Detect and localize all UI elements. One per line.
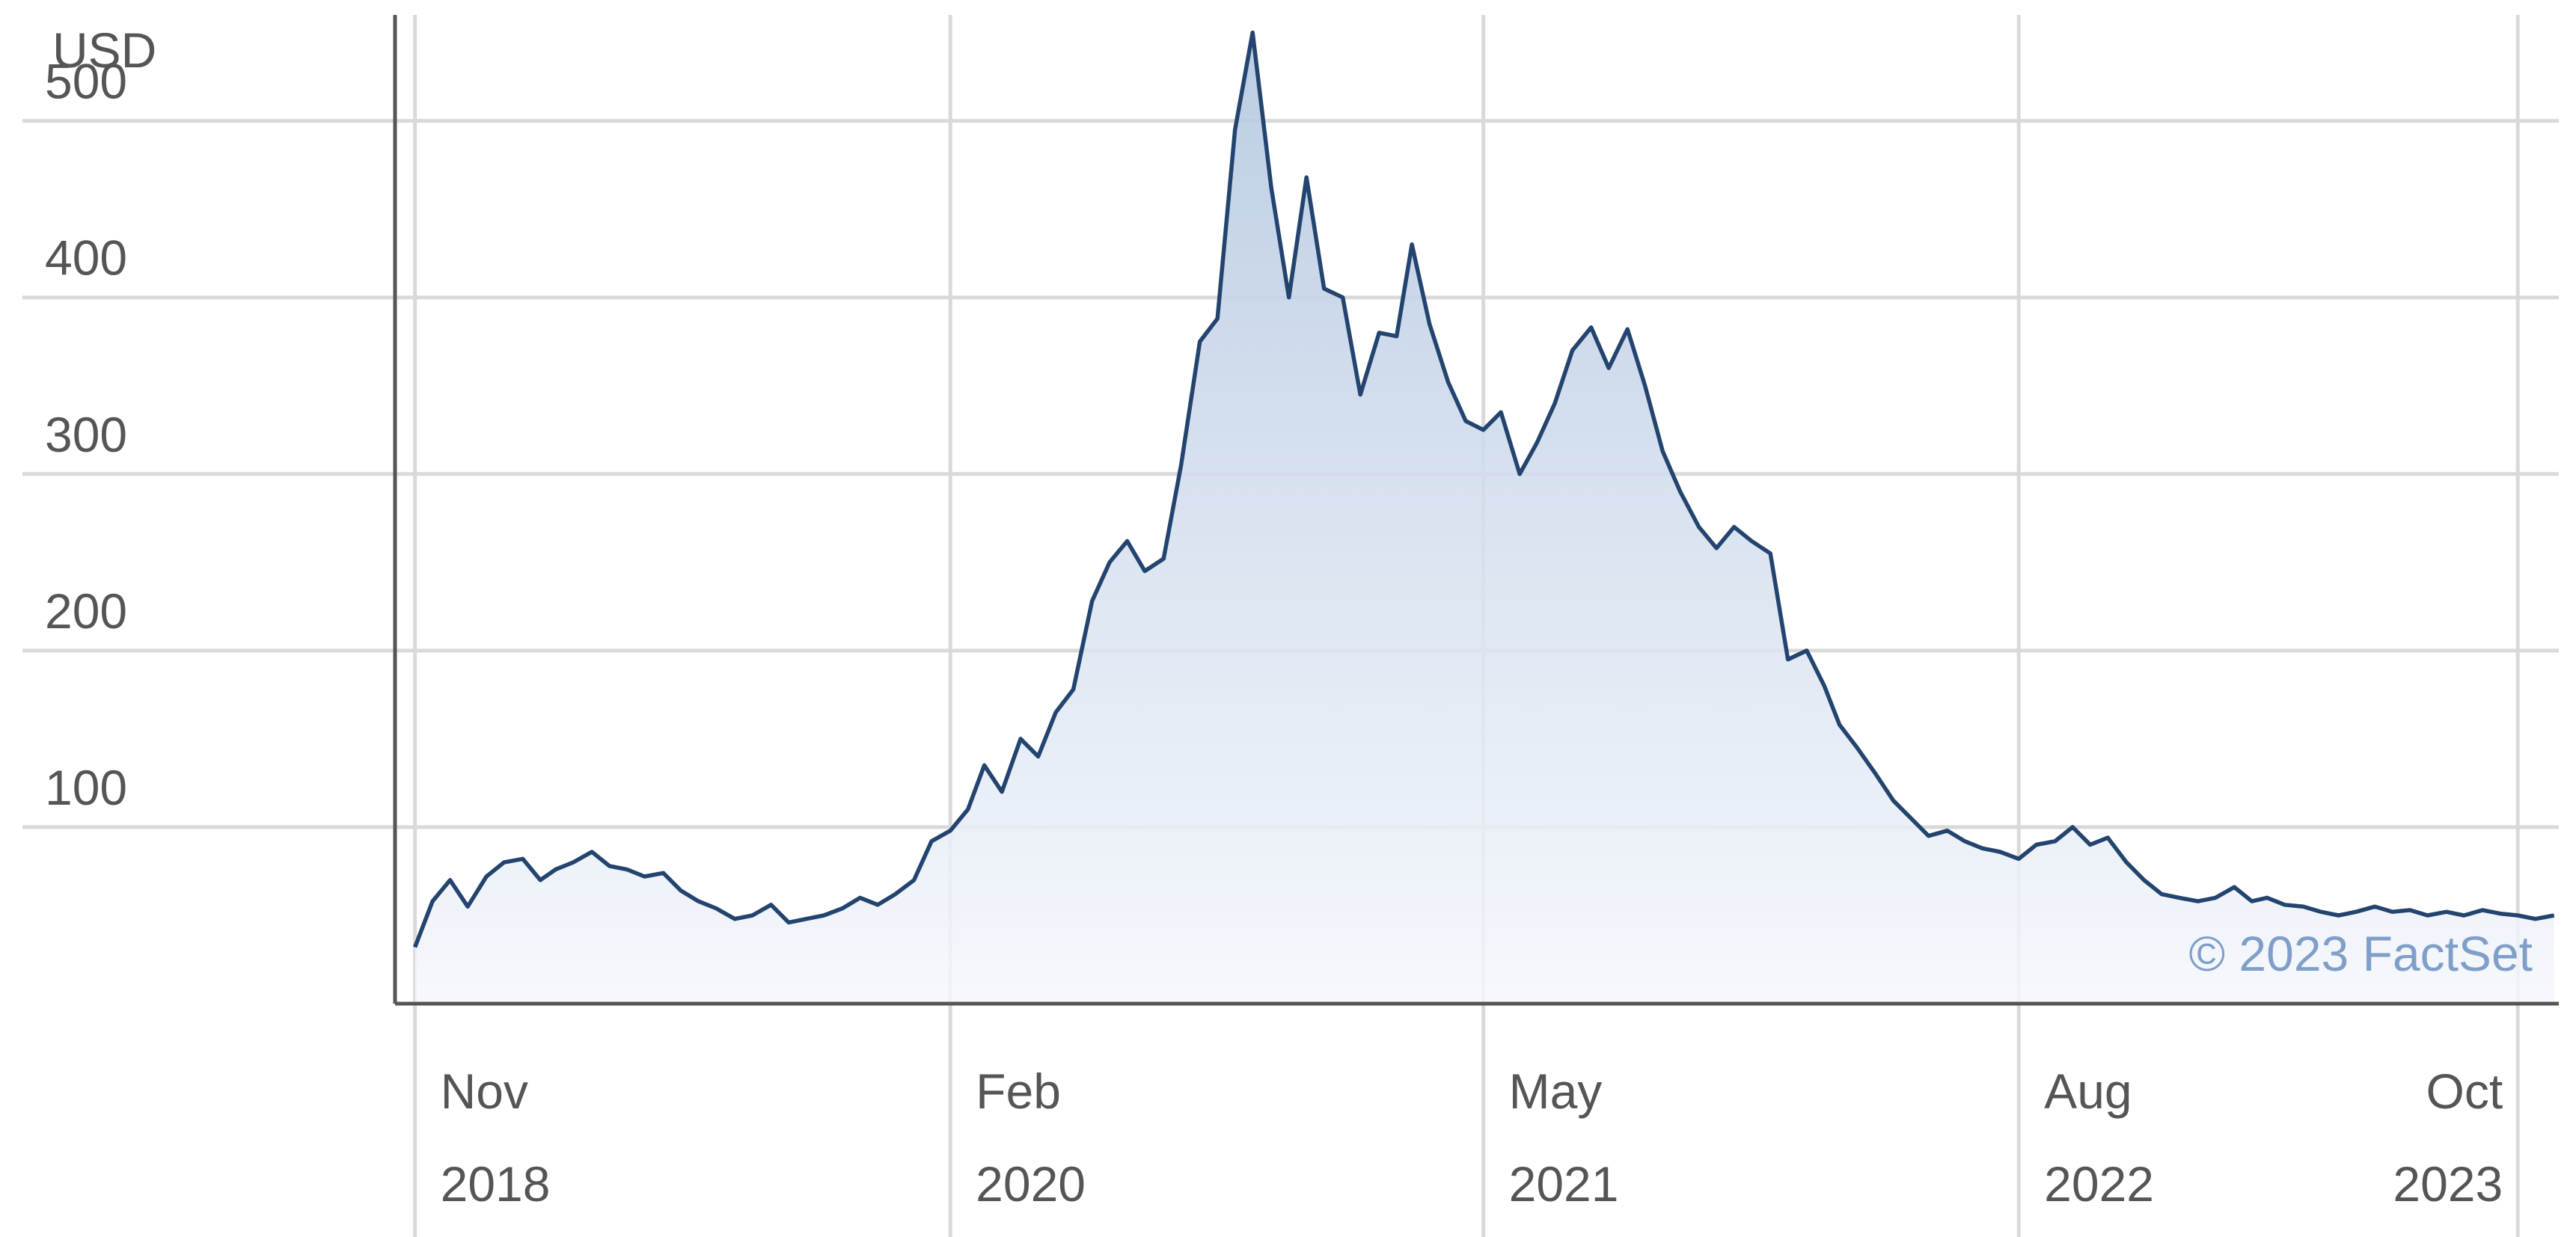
y-tick-labels: 100 200 300 400 500 (45, 54, 127, 815)
y-tick-label-500: 500 (45, 54, 127, 109)
x-tick-month-2020-02: Feb (976, 1063, 1061, 1119)
x-tick-year-2018-11: 2018 (441, 1156, 551, 1212)
axes (393, 15, 2559, 1006)
y-tick-label-100: 100 (45, 760, 127, 815)
price-series-line (413, 30, 2555, 948)
y-tick-label-200: 200 (45, 583, 127, 639)
x-tick-year-2023-10: 2023 (2393, 1156, 2503, 1212)
x-tick-year-2022-08: 2022 (2044, 1156, 2154, 1212)
x-tick-labels: Nov 2018 Feb 2020 May 2021 Aug 2022 Oct 2023 (441, 1063, 2503, 1212)
x-tick-month-2018-11: Nov (441, 1063, 528, 1119)
y-tick-label-300: 300 (45, 407, 127, 462)
x-tick-year-2021-05: 2021 (1509, 1156, 1619, 1212)
x-tick-year-2020-02: 2020 (976, 1156, 1086, 1212)
watermark: © 2023 FactSet (2188, 926, 2533, 981)
y-tick-label-400: 400 (45, 230, 127, 286)
x-tick-month-2022-08: Aug (2044, 1063, 2132, 1119)
area-fill-group (413, 30, 2555, 1004)
y-axis-unit-label: USD (52, 22, 156, 78)
price-area-fill (414, 32, 2554, 1004)
x-tick-month-2023-10: Oct (2426, 1063, 2503, 1119)
x-tick-month-2021-05: May (1509, 1063, 1603, 1119)
